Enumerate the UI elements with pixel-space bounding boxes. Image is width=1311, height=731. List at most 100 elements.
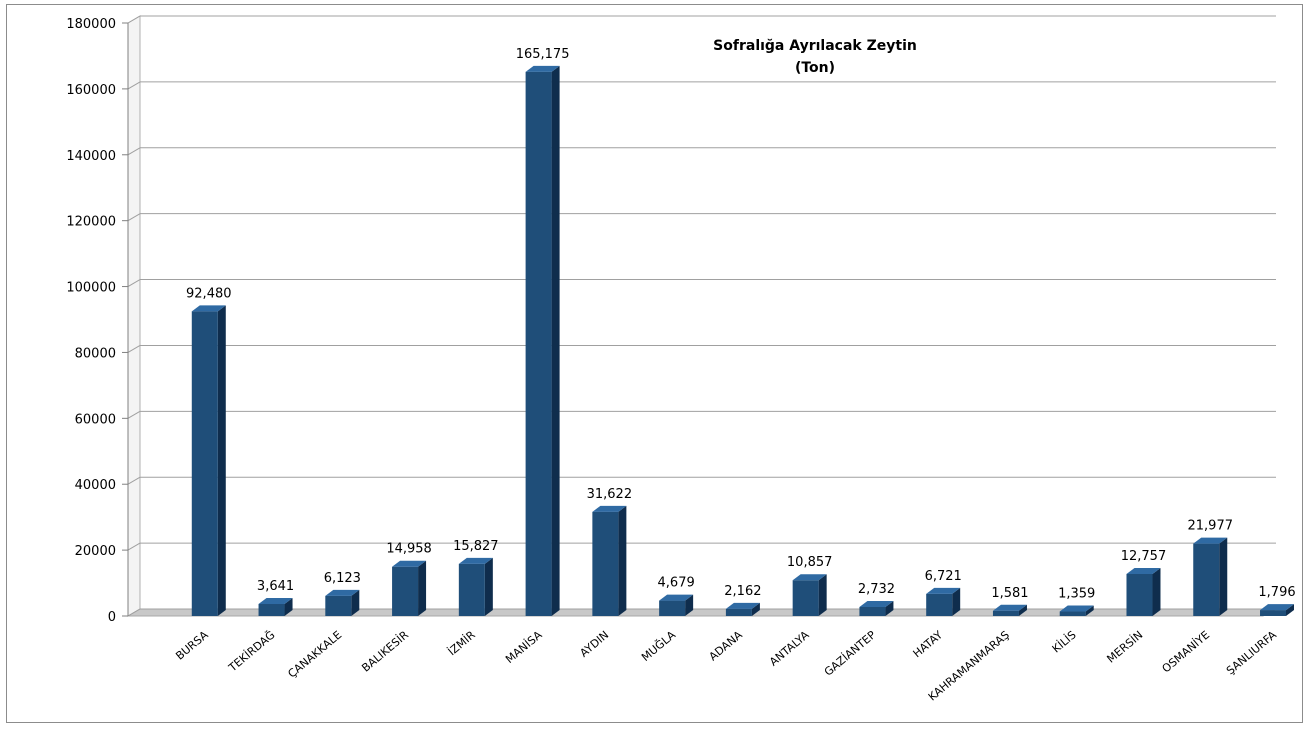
bars xyxy=(191,65,1295,616)
bar-mersi̇n xyxy=(1126,567,1161,616)
x-tick-label: MUĞLA xyxy=(639,628,678,664)
bar-top xyxy=(1260,604,1295,611)
x-axis-labels: BURSA TEKİRDAĞ ÇANAKKALE BALIKESİR İZMİR MANİ… xyxy=(173,628,1279,704)
bar-side xyxy=(1085,605,1094,616)
bar-gazi̇antep xyxy=(859,600,894,616)
x-tick-label: İZMİR xyxy=(446,628,478,658)
bar-front xyxy=(992,610,1019,616)
data-label: 14,958 xyxy=(386,542,432,557)
y-tick-label: 80000 xyxy=(75,346,116,361)
y-tick-label: 140000 xyxy=(66,149,116,164)
bar-side xyxy=(1219,537,1228,616)
gridline-diag xyxy=(127,608,141,617)
bar-teki̇rdağ xyxy=(258,598,293,616)
y-tick-label: 0 xyxy=(108,610,116,625)
chart-subtitle: (Ton) xyxy=(795,60,835,76)
data-label: 1,581 xyxy=(991,586,1028,601)
bar-side xyxy=(484,557,493,616)
bar-mani̇sa xyxy=(525,65,560,616)
y-tick-label: 60000 xyxy=(75,412,116,427)
bar-side xyxy=(1018,604,1027,616)
y-tick-label: 40000 xyxy=(75,478,116,493)
bar-side xyxy=(551,65,560,616)
x-tick-label: OSMANİYE xyxy=(1160,628,1213,675)
bar-top xyxy=(1059,605,1094,612)
x-tick-label: HATAY xyxy=(911,628,946,660)
bar-side xyxy=(351,589,360,616)
bar-side xyxy=(818,574,827,616)
bar-balikesi̇r xyxy=(392,560,427,616)
bar-front xyxy=(1126,573,1153,616)
data-label: 3,641 xyxy=(257,579,294,594)
data-label: 2,732 xyxy=(858,582,895,597)
bar-front xyxy=(659,600,686,616)
bar-front xyxy=(1193,543,1220,616)
bar-side xyxy=(1286,604,1295,616)
bar-top xyxy=(191,305,226,312)
y-tick-label: 120000 xyxy=(66,215,116,230)
bar-top xyxy=(1193,537,1228,544)
bar-top xyxy=(458,557,493,564)
x-tick-label: AYDIN xyxy=(577,628,611,659)
bar-ki̇li̇s xyxy=(1059,605,1094,616)
x-tick-label: ANTALYA xyxy=(767,628,812,669)
data-label: 12,757 xyxy=(1121,549,1167,564)
bar-top xyxy=(525,65,560,72)
bar-top xyxy=(1126,567,1161,574)
bar-aydin xyxy=(592,505,627,616)
bar-çanakkale xyxy=(325,589,360,616)
bar-kahramanmaraş xyxy=(992,604,1027,616)
data-labels: 92,480 3,641 6,123 14,958 15,827 165,175 31,62… xyxy=(186,47,1296,602)
bar-top xyxy=(992,604,1027,611)
bar-şanliurfa xyxy=(1260,604,1295,616)
data-label: 92,480 xyxy=(186,286,232,301)
bar-front xyxy=(258,604,285,616)
bar-top xyxy=(258,598,293,605)
bar-front xyxy=(1059,611,1086,616)
gridline-diag xyxy=(127,81,141,90)
x-tick-label: BURSA xyxy=(173,628,211,663)
gridline-diag xyxy=(127,147,141,156)
bar-front xyxy=(325,595,352,616)
bar-top xyxy=(725,602,760,609)
bar-side xyxy=(885,600,894,616)
bar-side xyxy=(1152,567,1161,616)
bar-side xyxy=(952,587,961,616)
gridline-diag xyxy=(127,542,141,551)
bar-top xyxy=(859,600,894,607)
y-tick-label: 160000 xyxy=(66,83,116,98)
gridline-diag xyxy=(127,213,141,222)
bar-front xyxy=(592,511,619,616)
chart-walls xyxy=(126,15,1277,617)
bar-osmani̇ye xyxy=(1193,537,1228,616)
bar-top xyxy=(592,505,627,512)
gridline-diag xyxy=(127,15,141,24)
data-label: 21,977 xyxy=(1188,519,1234,534)
x-tick-label: TEKİRDAĞ xyxy=(226,628,278,675)
bar-front xyxy=(458,563,485,616)
x-tick-label: BALIKESİR xyxy=(359,628,411,674)
data-label: 15,827 xyxy=(453,539,499,554)
bar-top xyxy=(792,574,827,581)
bar-bursa xyxy=(191,305,226,616)
x-tick-label: GAZİANTEP xyxy=(822,628,879,679)
data-label: 6,123 xyxy=(324,571,361,586)
data-label: 4,679 xyxy=(658,576,695,591)
bar-front xyxy=(926,593,953,616)
data-label: 1,359 xyxy=(1058,587,1095,602)
bar-side xyxy=(618,505,627,616)
data-label: 10,857 xyxy=(787,555,833,570)
bar-front xyxy=(392,566,419,616)
bar-side xyxy=(284,598,293,616)
y-tick-label: 180000 xyxy=(66,17,116,32)
bar-front xyxy=(191,311,218,616)
bar-front xyxy=(859,606,886,616)
bar-muğla xyxy=(659,594,694,616)
gridline-diag xyxy=(127,345,141,353)
y-axis-ticks: 0 20000 40000 60000 80000 100000 120000 140000 1… xyxy=(66,17,116,625)
data-label: 31,622 xyxy=(587,487,633,502)
bar-top xyxy=(926,587,961,594)
bar-front xyxy=(1260,610,1287,616)
gridline-diag xyxy=(127,410,141,419)
x-tick-label: ÇANAKKALE xyxy=(285,628,344,680)
